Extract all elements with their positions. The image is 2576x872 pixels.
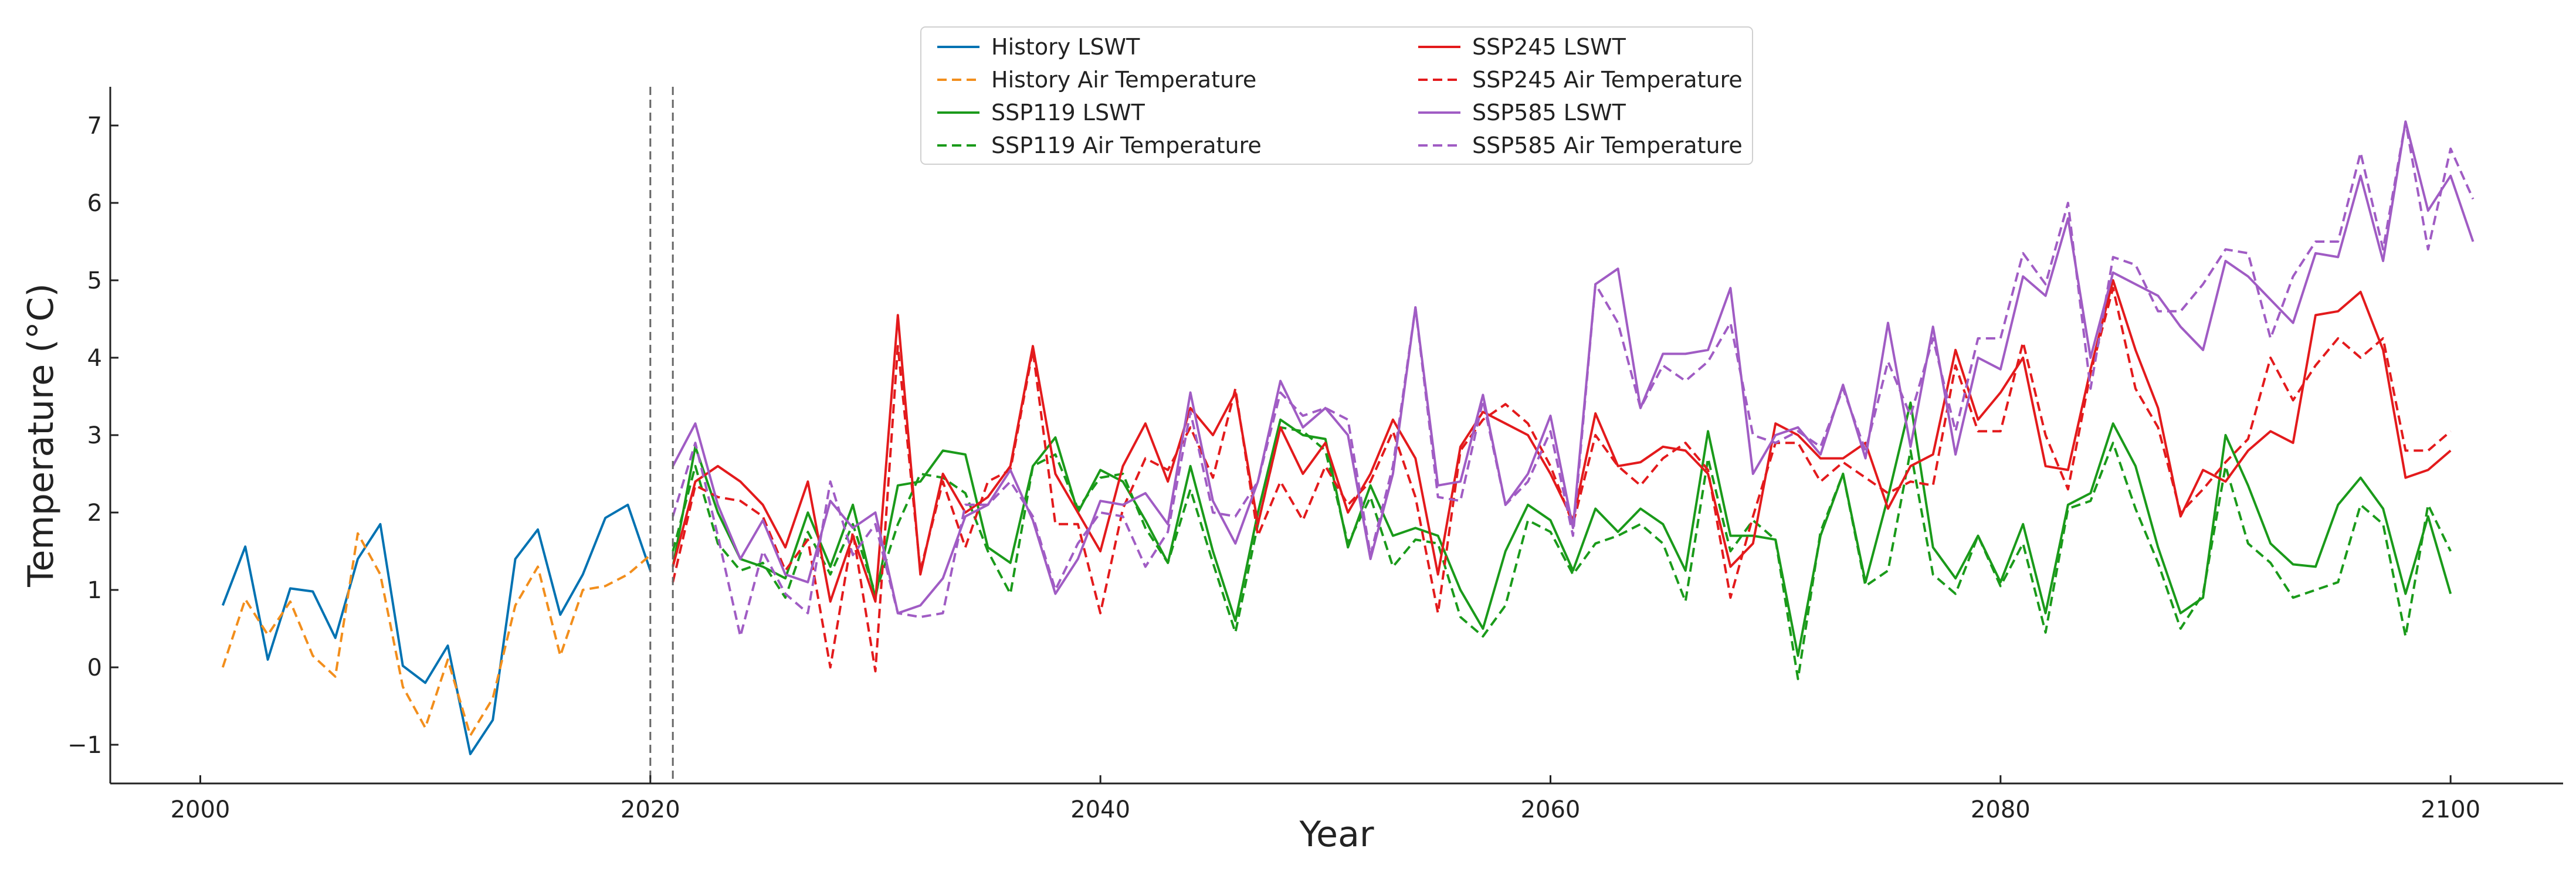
x-tick-label: 2080 <box>1971 796 2031 823</box>
y-tick-label: 5 <box>87 267 102 294</box>
legend-frame <box>920 26 1753 165</box>
y-tick-label: 7 <box>87 113 102 140</box>
x-tick-label: 2020 <box>621 796 680 823</box>
y-tick-label: 6 <box>87 190 102 217</box>
legend-label: SSP245 LSWT <box>1472 34 1626 60</box>
y-tick-label: 1 <box>87 577 102 604</box>
reference-vlines <box>649 87 674 783</box>
x-axis-title: Year <box>1299 814 1374 855</box>
y-ticks: −1 0 1 2 3 4 5 6 7 <box>67 113 118 759</box>
x-ticks: 2000 2020 2040 2060 2080 2100 <box>171 775 2480 823</box>
legend-label: SSP585 Air Temperature <box>1472 133 1743 158</box>
series-lines <box>221 120 2475 755</box>
legend-label: SSP585 LSWT <box>1472 100 1626 125</box>
y-tick-label: 2 <box>87 500 102 527</box>
series-line-ssp585 <box>672 120 2475 615</box>
x-tick-label: 2100 <box>2421 796 2480 823</box>
y-tick-label: −1 <box>67 732 102 759</box>
x-tick-label: 2000 <box>171 796 231 823</box>
legend: History LSWT History Air Temperature SSP11… <box>920 26 1753 165</box>
legend-label: History LSWT <box>991 34 1140 60</box>
series-line-ssp119-air <box>672 426 2452 680</box>
y-tick-label: 0 <box>87 654 102 681</box>
series-line-ssp119 <box>672 401 2452 657</box>
y-axis-title: Temperature (°C) <box>21 283 62 588</box>
legend-label: SSP245 Air Temperature <box>1472 67 1743 93</box>
legend-label: History Air Temperature <box>991 67 1256 93</box>
y-tick-label: 4 <box>87 345 102 372</box>
y-tick-label: 3 <box>87 422 102 449</box>
series-line-history-air <box>221 532 652 737</box>
legend-label: SSP119 LSWT <box>991 100 1145 125</box>
series-line-ssp585-air <box>672 120 2475 638</box>
series-line-ssp245 <box>672 279 2452 603</box>
axes <box>109 87 2563 785</box>
legend-label: SSP119 Air Temperature <box>991 133 1262 158</box>
series-line-history <box>221 503 652 755</box>
x-tick-label: 2040 <box>1070 796 1130 823</box>
x-tick-label: 2060 <box>1521 796 1581 823</box>
